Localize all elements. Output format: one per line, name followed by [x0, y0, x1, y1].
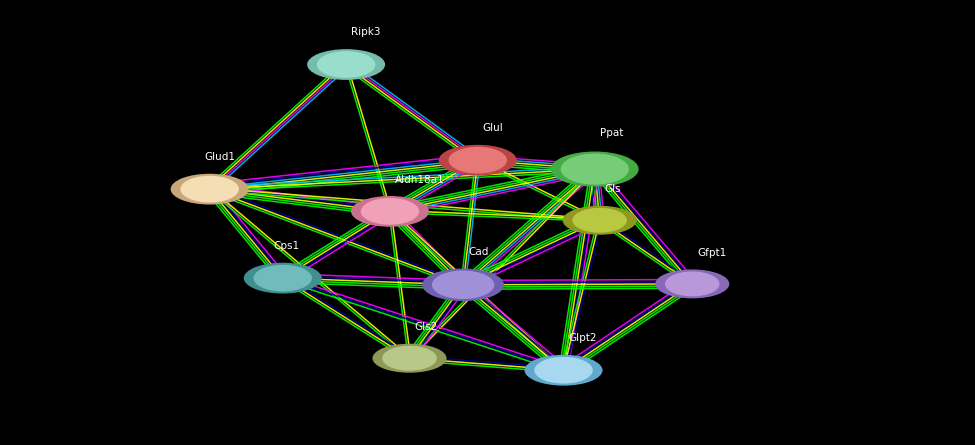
Text: Glul: Glul	[483, 123, 503, 133]
Ellipse shape	[372, 344, 447, 373]
Ellipse shape	[655, 269, 729, 299]
Ellipse shape	[351, 196, 429, 227]
Ellipse shape	[244, 263, 322, 294]
Ellipse shape	[561, 154, 629, 185]
Ellipse shape	[551, 151, 639, 187]
Text: Ppat: Ppat	[600, 128, 623, 138]
Text: Glpt2: Glpt2	[568, 333, 597, 343]
Ellipse shape	[439, 145, 517, 176]
Ellipse shape	[572, 208, 627, 233]
Ellipse shape	[422, 268, 504, 301]
Text: Cad: Cad	[468, 247, 488, 257]
Ellipse shape	[171, 174, 249, 205]
Ellipse shape	[317, 51, 375, 78]
Text: Aldh18a1: Aldh18a1	[395, 175, 445, 185]
Ellipse shape	[361, 198, 419, 225]
Text: Gls2: Gls2	[414, 323, 438, 332]
Ellipse shape	[307, 49, 385, 80]
Ellipse shape	[254, 265, 312, 291]
Text: Glud1: Glud1	[205, 152, 236, 162]
Ellipse shape	[563, 206, 637, 235]
Text: Gfpt1: Gfpt1	[697, 248, 726, 258]
Ellipse shape	[448, 147, 507, 174]
Ellipse shape	[432, 271, 494, 299]
Ellipse shape	[382, 346, 437, 371]
Text: Ripk3: Ripk3	[351, 28, 380, 37]
Ellipse shape	[525, 355, 603, 386]
Text: Gls: Gls	[604, 185, 621, 194]
Ellipse shape	[534, 357, 593, 384]
Text: Cps1: Cps1	[273, 242, 299, 251]
Ellipse shape	[665, 271, 720, 296]
Ellipse shape	[180, 176, 239, 202]
